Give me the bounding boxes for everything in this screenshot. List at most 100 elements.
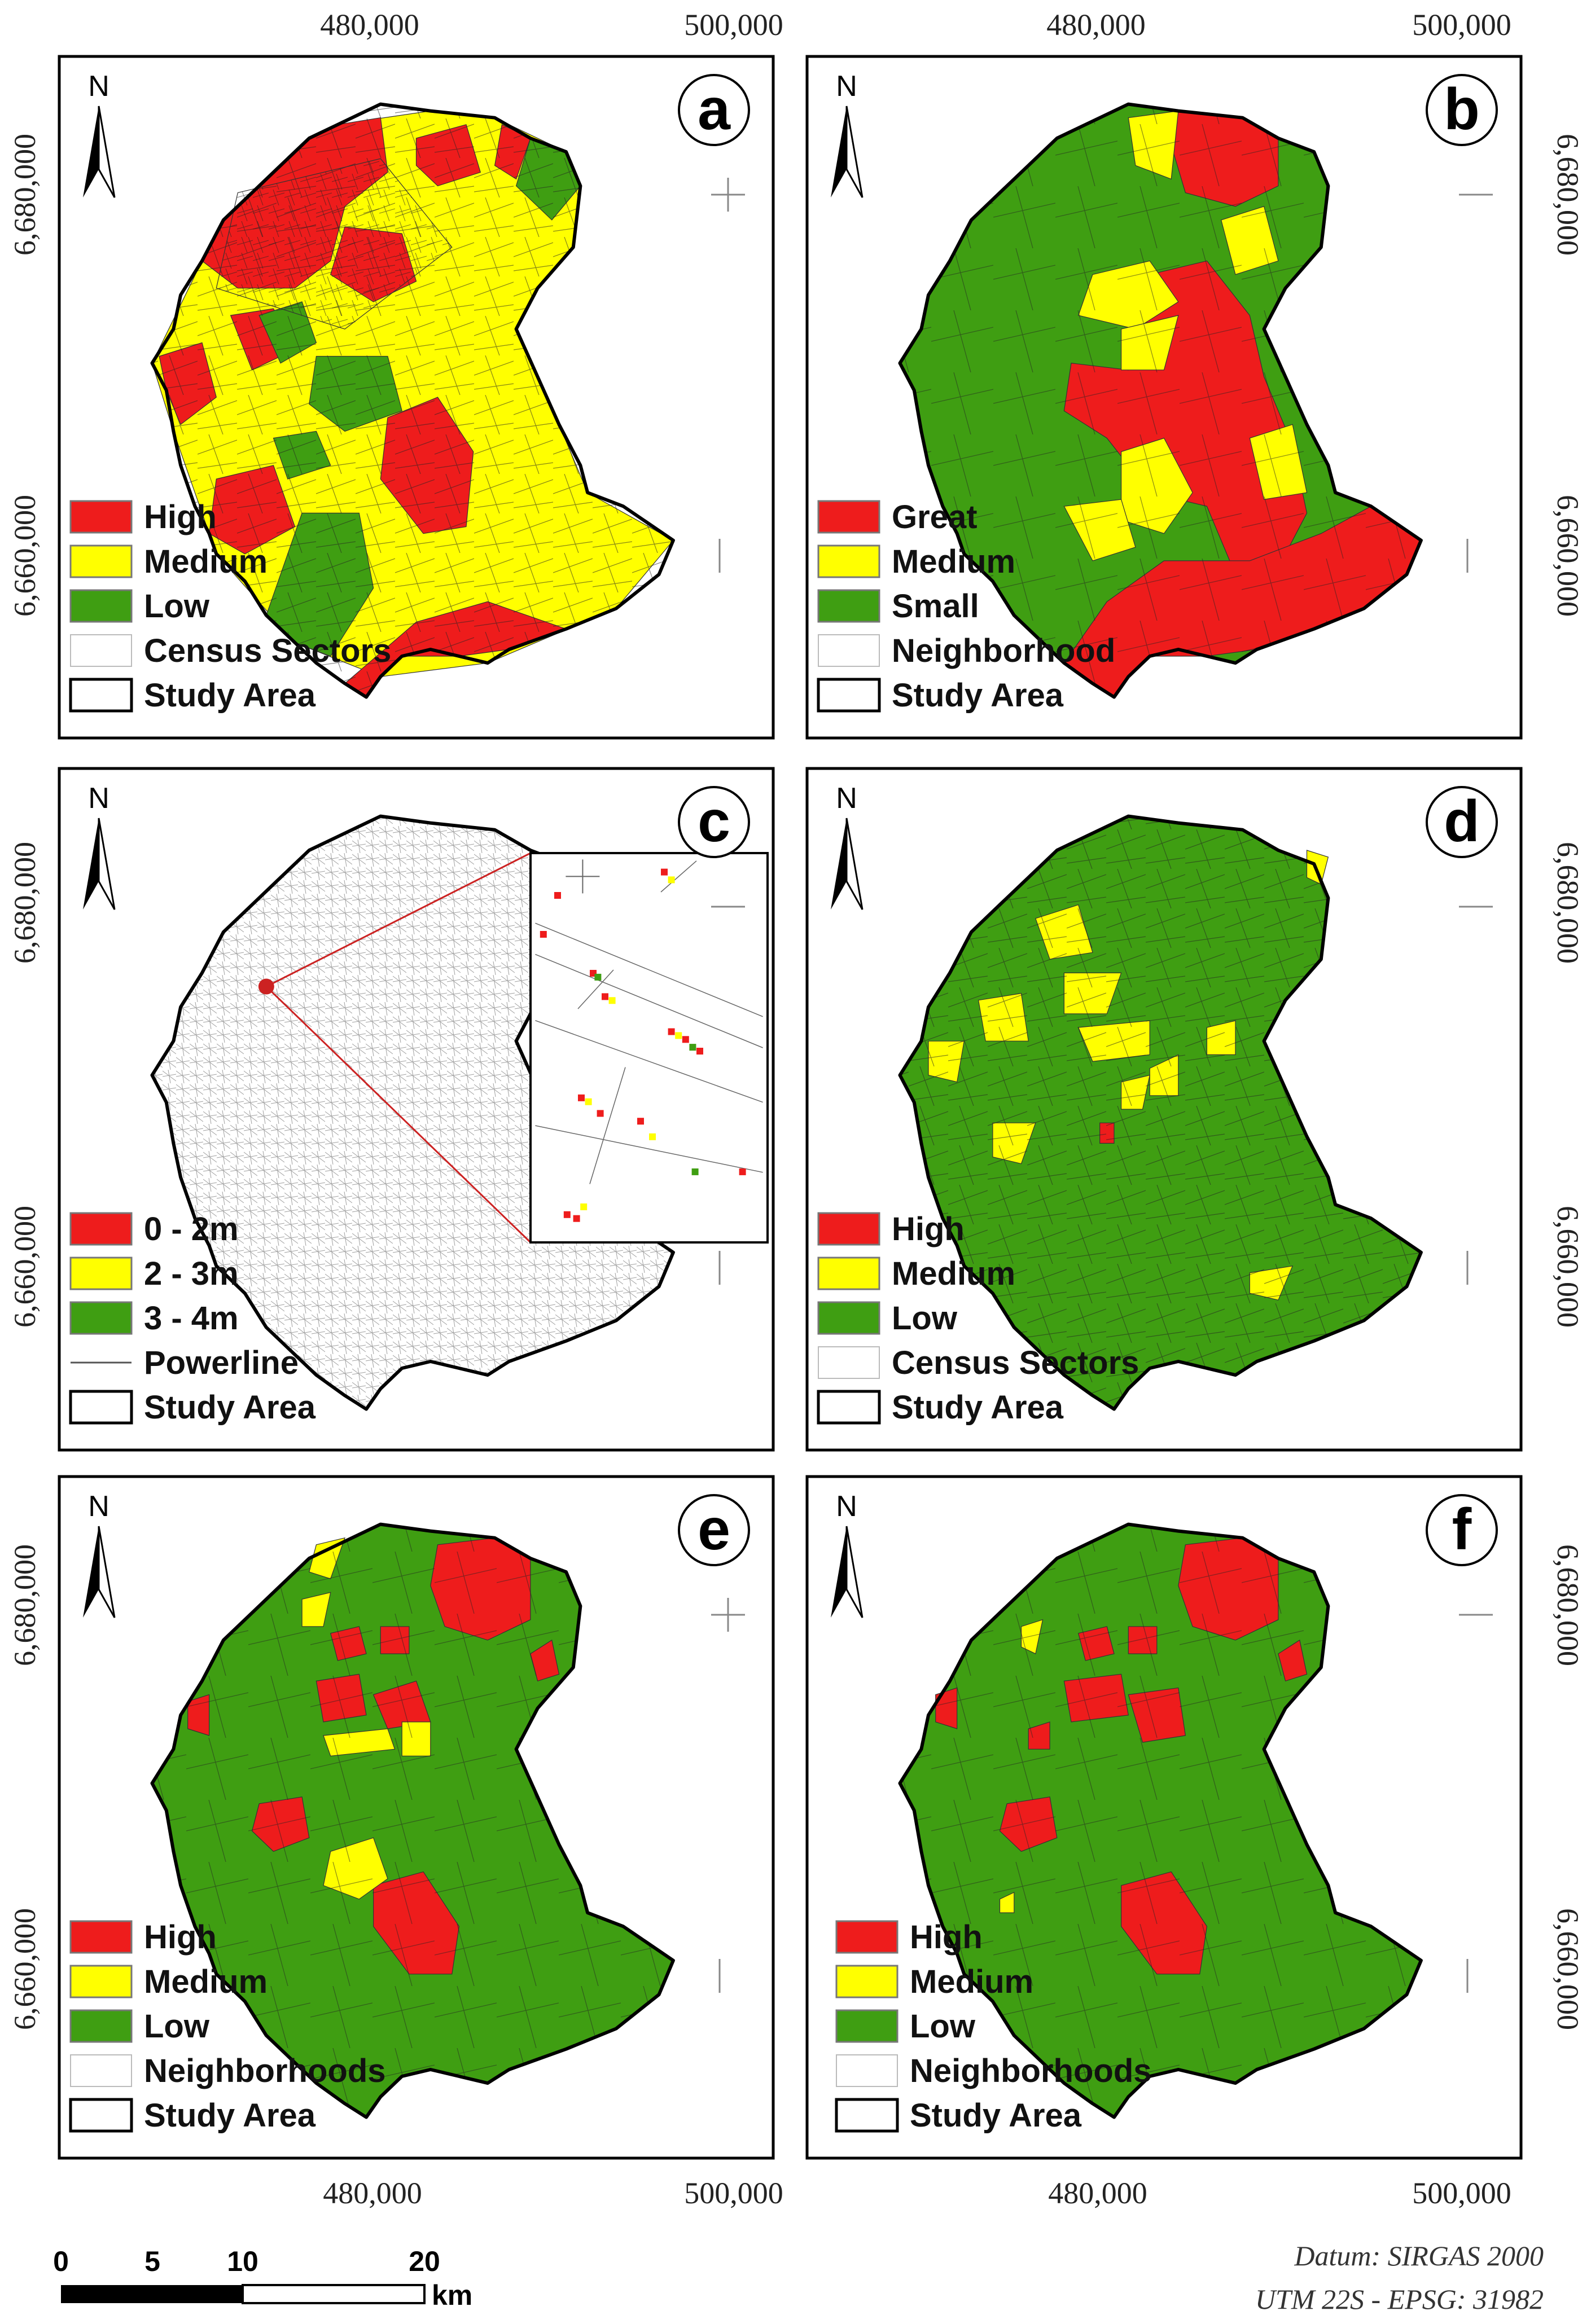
legend-item: Neighborhoods [70, 2053, 386, 2089]
legend-swatch-boundary [70, 634, 132, 667]
legend-label: Low [144, 588, 210, 625]
legend-swatch-low [817, 589, 880, 623]
inset-point-high [540, 931, 547, 938]
legend-swatch-high [817, 500, 880, 534]
legend-label: Low [892, 1300, 958, 1337]
panel-letter-e: e [698, 1497, 730, 1562]
legend-label: Neighborhood [892, 632, 1115, 669]
legend-swatch-outline [817, 1390, 881, 1425]
study-area-map [898, 1522, 1423, 2119]
legend-item: Medium [69, 1963, 268, 2000]
grid-ticks [1459, 194, 1493, 573]
legend-item: 3 - 4m [69, 1300, 239, 1337]
legend-swatch-high [817, 1212, 880, 1246]
panel-letter-a: a [698, 77, 731, 142]
x-label-top-480000-right: 480,000 [1046, 8, 1146, 42]
x-label-bottom-500000-right: 500,000 [1412, 2176, 1511, 2210]
legend-item: Medium [817, 543, 1015, 580]
north-arrow-right-half [845, 818, 864, 910]
legend-swatch-boundary [818, 634, 880, 667]
inset-point-high [739, 1168, 746, 1175]
legend-label: Census Sectors [144, 632, 391, 669]
legend-item: High [69, 499, 217, 535]
legend-item: Study Area [835, 2097, 1082, 2134]
grid-ticks [711, 178, 745, 573]
y-label-right-f-6680000: 6,680,000 [1551, 1544, 1585, 1666]
legend-item: High [69, 1919, 217, 1956]
x-label-bottom-480000-left: 480,000 [323, 2176, 422, 2210]
panel-letter-badge: b [1426, 74, 1498, 146]
legend-swatch-medium [69, 1257, 133, 1290]
inset-point-medium [668, 876, 675, 884]
north-arrow-label: N [836, 1490, 857, 1523]
inset-point-high [578, 1094, 585, 1101]
legend-item: Medium [817, 1255, 1015, 1292]
north-arrow-label: N [836, 70, 857, 103]
scale-segment-white [242, 2284, 426, 2304]
legend-item: Neighborhood [818, 632, 1115, 669]
legend-label: Medium [910, 1963, 1033, 2000]
legend-item: Census Sectors [818, 1345, 1139, 1381]
legend-swatch-low [69, 589, 133, 623]
inset-frame [529, 852, 769, 1244]
north-arrow-left-half [83, 106, 99, 197]
study-area-outline [898, 814, 1423, 1411]
study-area-map [898, 102, 1423, 699]
legend-item: High [817, 1211, 965, 1247]
north-arrow-label: N [88, 1490, 109, 1523]
legend-swatch-outline [835, 2098, 899, 2133]
legend-label: Powerline [144, 1345, 299, 1381]
legend-swatch-outline [69, 1390, 133, 1425]
legend-swatch-medium [817, 1257, 880, 1290]
legend-label: Low [144, 2008, 210, 2045]
legend-swatch-high [69, 1920, 133, 1954]
x-label-top-500000-left: 500,000 [684, 8, 783, 42]
legend: High Medium Low Census Sectors Study Area [817, 1211, 1139, 1426]
legend: Great Medium Small Neighborhood Study Area [817, 499, 1115, 714]
datum-line-1: Datum: SIRGAS 2000 [1294, 2240, 1544, 2272]
inset-point-medium [675, 1032, 682, 1039]
legend: 0 - 2m 2 - 3m 3 - 4m Powerline Study Area [69, 1211, 316, 1426]
legend-label: Study Area [892, 677, 1064, 714]
dense-sectors [216, 158, 453, 330]
legend-label: High [144, 499, 217, 535]
panel-letter-badge: f [1426, 1494, 1498, 1566]
panel-letter-circle [1426, 1494, 1498, 1566]
legend-item: Study Area [817, 1389, 1064, 1426]
inset-leader-top [266, 852, 531, 987]
panel-letter-circle [678, 74, 750, 146]
y-label-right-b-6680000: 6,680,000 [1551, 134, 1585, 256]
x-label-bottom-480000-right: 480,000 [1048, 2176, 1147, 2210]
inset-point-low [691, 1168, 699, 1175]
legend-swatch-high [69, 1212, 133, 1246]
legend-swatch-outline [69, 2098, 133, 2133]
y-axis-right-labels: 6,680,000 6,660,000 6,680,000 6,660,000 … [1551, 134, 1585, 2030]
legend-swatch-low [817, 1301, 880, 1335]
scale-tick-20: 20 [409, 2246, 440, 2277]
x-label-top-500000-right: 500,000 [1412, 8, 1511, 42]
panel-letter-c: c [698, 789, 730, 854]
inset-point-low [689, 1044, 696, 1051]
legend-label: High [892, 1211, 965, 1247]
legend-swatch-high [835, 1920, 899, 1954]
legend-label: 3 - 4m [144, 1300, 239, 1337]
inset-point-high [563, 1211, 571, 1218]
panel-letter-badge: c [678, 786, 750, 858]
inset-point-high [554, 892, 561, 899]
north-arrow-left-half [831, 818, 847, 910]
study-area-map [150, 102, 675, 699]
inset-point-high [602, 993, 608, 1000]
scale-segment-black [61, 2285, 243, 2303]
panel-letter-b: b [1444, 77, 1480, 142]
inset-point-medium [608, 997, 616, 1004]
north-arrow-left-half [831, 1526, 847, 1618]
legend-swatch-low [69, 1301, 133, 1335]
legend-label: Great [892, 499, 978, 535]
legend-label: High [144, 1919, 217, 1956]
scale-tick-0: 0 [53, 2246, 69, 2277]
legend-item: Medium [835, 1963, 1033, 2000]
y-label-left-a-6660000: 6,660,000 [8, 495, 42, 617]
